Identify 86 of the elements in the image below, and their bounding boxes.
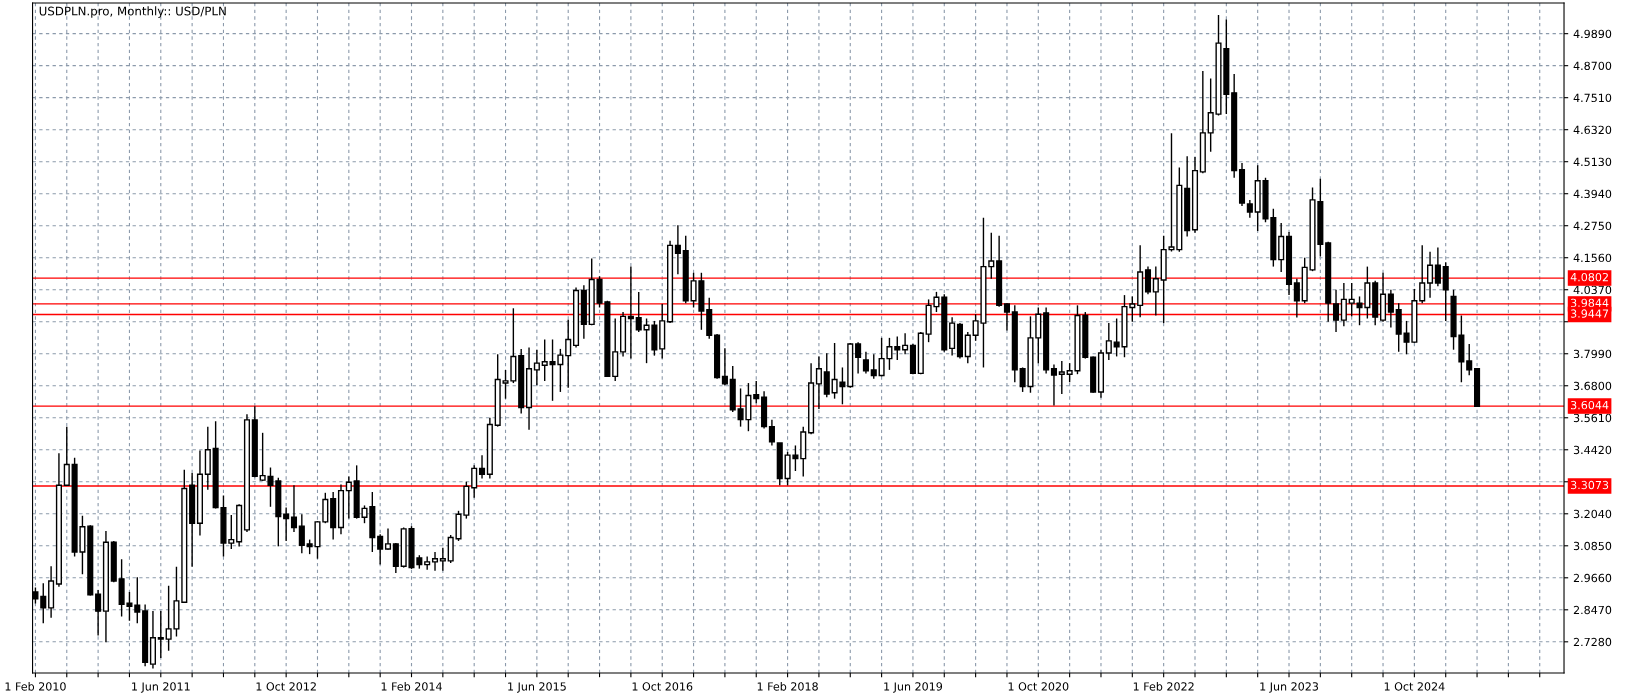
x-tick-label: 1 Oct 2020 (1008, 682, 1069, 691)
candlestick (870, 353, 877, 380)
candlestick (565, 319, 572, 389)
y-tick-label: 4.3940 (1573, 189, 1612, 199)
y-tick-label: 4.6320 (1573, 125, 1612, 135)
x-tick-label: 1 Feb 2014 (381, 682, 442, 691)
candlestick (627, 265, 634, 360)
candlestick (1442, 261, 1449, 322)
y-tick-label: 4.9890 (1573, 29, 1612, 39)
candlestick (290, 484, 298, 533)
y-tick-label: 2.9660 (1573, 573, 1612, 583)
candlestick (1434, 246, 1441, 287)
candlestick (478, 454, 486, 480)
candlestick (345, 475, 352, 520)
y-tick-label: 4.2750 (1573, 221, 1612, 231)
y-tick-label: 3.5610 (1573, 413, 1612, 423)
candlestick (815, 355, 822, 410)
candlestick (1426, 251, 1434, 299)
candlestick (63, 425, 70, 486)
candlestick (298, 513, 305, 555)
candlestick (902, 332, 909, 355)
candlestick (1466, 343, 1473, 376)
candlestick (283, 506, 290, 542)
candlestick (439, 546, 446, 572)
y-tick-label: 3.4420 (1573, 445, 1612, 455)
ref-line-label: 3.9447 (1570, 309, 1609, 318)
y-tick-label: 3.7990 (1573, 349, 1612, 359)
candlestick (1105, 322, 1112, 361)
candlestick (894, 335, 901, 361)
x-tick-label: 1 Oct 2024 (1384, 682, 1445, 691)
x-tick-label: 1 Feb 2018 (757, 682, 818, 691)
y-tick-label: 4.7510 (1573, 93, 1612, 103)
x-tick-label: 1 Oct 2016 (632, 682, 693, 691)
candlestick (1003, 302, 1011, 332)
candlestick (431, 551, 439, 572)
y-tick-label: 3.2040 (1573, 509, 1612, 519)
candlestick (424, 555, 431, 571)
x-tick-label: 1 Jun 2019 (884, 682, 943, 693)
y-tick-label: 2.7280 (1573, 637, 1612, 647)
x-tick-label: 1 Oct 2012 (256, 682, 316, 691)
ref-line-label: 3.6044 (1570, 400, 1609, 410)
candlestick (855, 341, 862, 375)
y-tick-label: 2.8470 (1573, 605, 1612, 615)
x-tick-label: 1 Jun 2023 (1260, 682, 1319, 693)
y-tick-label: 3.6800 (1573, 381, 1612, 391)
candlestick (1387, 289, 1394, 329)
candlestick (721, 347, 728, 386)
candlestick (1293, 278, 1300, 319)
candlestick (964, 331, 971, 364)
candlestick (768, 418, 775, 447)
candlestick (157, 610, 164, 659)
candlestick (1278, 222, 1285, 273)
ref-line-label: 4.0802 (1570, 272, 1608, 282)
candlestick (40, 582, 47, 624)
candlestick (1152, 265, 1159, 317)
candlestick (1144, 265, 1152, 295)
candlestick (635, 291, 642, 333)
candlestick (134, 576, 141, 624)
candlestick (823, 352, 830, 399)
candlestick (1419, 244, 1426, 304)
candlestick (674, 224, 681, 275)
chart-title: USDPLN.pro, Monthly:: USD/PLN (39, 6, 226, 18)
candlestick (988, 232, 995, 280)
y-tick-label: 4.0370 (1573, 285, 1612, 295)
candlestick (95, 589, 102, 637)
y-tick-label: 4.5130 (1573, 157, 1612, 167)
x-tick-label: 1 Feb 2010 (5, 682, 66, 691)
candlestick (377, 533, 384, 566)
x-tick-label: 1 Jun 2011 (132, 682, 190, 693)
candlestick (384, 527, 392, 551)
candlestick (1332, 289, 1340, 333)
candlestick (533, 349, 540, 386)
candlestick (392, 542, 399, 574)
y-tick-label: 3.0850 (1573, 541, 1612, 551)
ref-line-label: 3.3073 (1570, 480, 1609, 490)
candlestick (1050, 363, 1058, 407)
x-tick-label: 1 Jun 2015 (508, 682, 566, 693)
x-tick-label: 1 Feb 2022 (1133, 682, 1194, 691)
candlestick (1058, 360, 1065, 395)
candlestick (471, 464, 478, 499)
y-tick-label: 4.1560 (1573, 253, 1612, 263)
y-tick-label: 4.8700 (1573, 61, 1612, 71)
candlestick (753, 380, 760, 404)
candlestick (1340, 282, 1347, 328)
candlestick (862, 351, 869, 375)
ref-line-label: 3.9844 (1570, 298, 1609, 308)
